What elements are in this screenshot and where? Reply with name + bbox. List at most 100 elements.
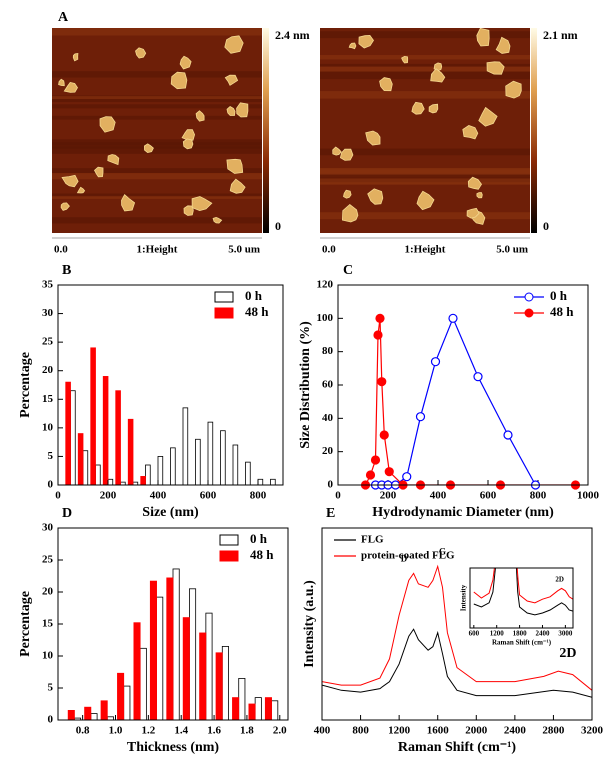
- bar: [221, 646, 229, 720]
- flake: [462, 125, 479, 140]
- panel-label: B: [62, 263, 71, 278]
- x-tick-label: 800: [250, 490, 267, 502]
- y-tick-label: 35: [42, 279, 54, 291]
- flake: [93, 166, 104, 178]
- legend-label: 48 h: [250, 547, 274, 562]
- flake: [191, 196, 213, 212]
- x-tick-label: 600: [469, 630, 480, 638]
- bar: [172, 568, 180, 720]
- bar: [195, 438, 201, 485]
- scan-line: [52, 104, 262, 109]
- flake: [416, 190, 435, 211]
- legend-label: protein-coated FLG: [361, 550, 455, 562]
- bar: [170, 447, 176, 485]
- marker: [365, 470, 376, 480]
- bar: [254, 697, 262, 720]
- y-tick-label: 10: [42, 650, 54, 662]
- y-axis-title: Intensity (a.u.): [302, 580, 317, 668]
- flake: [229, 178, 246, 194]
- scan-line: [52, 193, 262, 197]
- x-tick-label: 1.8: [240, 725, 254, 737]
- x-tick-label: 2800: [542, 725, 565, 737]
- flake: [367, 188, 384, 205]
- legend-label: FLG: [361, 534, 384, 546]
- scan-line: [320, 178, 530, 184]
- flake: [143, 143, 154, 154]
- panel-label: E: [326, 506, 335, 521]
- y-tick-label: 25: [42, 554, 54, 566]
- flake: [224, 35, 244, 54]
- y-tick-label: 0: [48, 479, 54, 491]
- bar: [157, 456, 164, 485]
- scan-line: [52, 195, 262, 199]
- flake: [428, 103, 439, 114]
- legend-label: 0 h: [245, 288, 263, 303]
- y-tick-label: 25: [42, 336, 54, 348]
- plot-area: [364, 316, 576, 485]
- y-tick-label: 0: [328, 479, 334, 491]
- panel-label: D: [62, 506, 72, 521]
- legend-swatch: [219, 534, 239, 546]
- x-tick-label: 0: [55, 490, 61, 502]
- scale-start: 0.0: [322, 244, 336, 256]
- legend-swatch: [214, 291, 234, 303]
- flake: [343, 189, 352, 199]
- flake: [467, 176, 482, 190]
- y-tick-label: 20: [322, 445, 334, 457]
- marker: [402, 472, 412, 482]
- colorbar-min: 0: [543, 219, 549, 233]
- flake: [379, 77, 393, 92]
- legend-marker: [524, 292, 534, 302]
- marker: [370, 455, 381, 465]
- x-tick-label: 1.0: [109, 725, 123, 737]
- x-tick-label: 1.4: [174, 725, 188, 737]
- flake: [411, 101, 425, 115]
- flake: [182, 138, 194, 150]
- scan-line: [320, 63, 530, 67]
- marker: [448, 313, 458, 323]
- x-tick-label: 400: [150, 490, 167, 502]
- x-tick-label: 1800: [513, 630, 528, 638]
- flake: [61, 174, 79, 188]
- y-axis-title: Size Distribution (%): [298, 321, 313, 449]
- y-tick-label: 120: [317, 279, 334, 291]
- colorbar-max: 2.4 nm: [275, 28, 310, 42]
- bar: [90, 713, 98, 720]
- marker: [373, 330, 383, 340]
- bar: [232, 697, 240, 720]
- channel-label: 1:Height: [405, 244, 446, 256]
- legend-swatch: [219, 550, 239, 562]
- x-tick-label: 600: [480, 490, 497, 502]
- flake: [332, 146, 342, 156]
- scan-line: [320, 170, 530, 178]
- bar: [156, 596, 164, 720]
- bar: [65, 381, 71, 485]
- flake: [76, 186, 86, 194]
- x-tick-label: 2400: [504, 725, 527, 737]
- x-tick-label: 1.2: [141, 725, 155, 737]
- bar: [82, 450, 89, 485]
- flake: [478, 106, 498, 127]
- bar: [270, 478, 276, 485]
- axes-frame: [469, 567, 574, 629]
- legend-label: 0 h: [250, 531, 268, 546]
- scale-end: 5.0 um: [228, 244, 260, 256]
- x-tick-label: 2.0: [273, 725, 287, 737]
- series-line: [473, 568, 573, 604]
- bar: [102, 376, 109, 485]
- x-tick-label: 1600: [427, 725, 450, 737]
- x-tick-label: 600: [200, 490, 217, 502]
- bar: [77, 433, 84, 485]
- bar: [182, 407, 189, 485]
- bar: [182, 617, 190, 720]
- afm-image: [52, 28, 262, 233]
- y-tick-label: 20: [42, 586, 54, 598]
- flake: [476, 192, 483, 199]
- bar: [90, 347, 96, 485]
- x-tick-label: 1.6: [207, 725, 221, 737]
- legend-label: 48 h: [245, 304, 269, 319]
- legend-swatch: [214, 307, 234, 319]
- x-axis-title: Thickness (nm): [127, 740, 220, 755]
- y-tick-label: 30: [42, 522, 54, 534]
